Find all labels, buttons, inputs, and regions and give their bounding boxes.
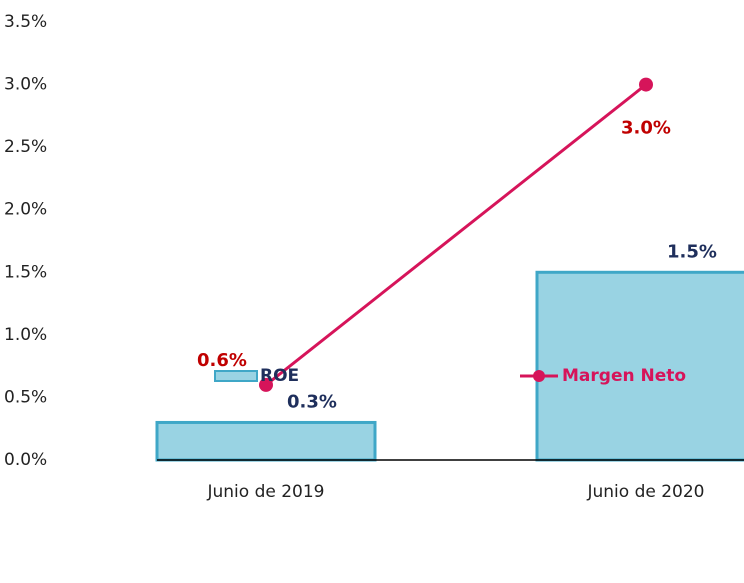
legend-swatch [533, 370, 545, 382]
y-tick-label: 1.0% [4, 325, 47, 345]
line-point [259, 377, 273, 392]
x-tick-label: Junio de 2020 [586, 482, 704, 502]
bar [535, 270, 744, 462]
y-tick-label: 0.0% [4, 450, 47, 470]
legend-swatch [214, 370, 258, 382]
bar-value-label: 1.5% [667, 241, 717, 262]
legend-label: ROE [260, 366, 299, 386]
x-tick-label: Junio de 2019 [206, 482, 324, 502]
y-tick-label: 1.5% [4, 262, 47, 282]
y-tick-label: 2.0% [4, 200, 47, 220]
bar-value-label: 0.3% [287, 391, 337, 412]
y-tick-label: 0.5% [4, 387, 47, 407]
bar [155, 420, 377, 462]
line-value-label: 3.0% [621, 118, 671, 139]
line [265, 83, 647, 387]
y-tick-label: 2.5% [4, 137, 47, 157]
y-tick-label: 3.5% [4, 12, 47, 32]
legend-label: Margen Neto [562, 366, 686, 386]
line-point [639, 77, 653, 92]
y-tick-label: 3.0% [4, 75, 47, 95]
line-value-label: 0.6% [197, 350, 247, 371]
